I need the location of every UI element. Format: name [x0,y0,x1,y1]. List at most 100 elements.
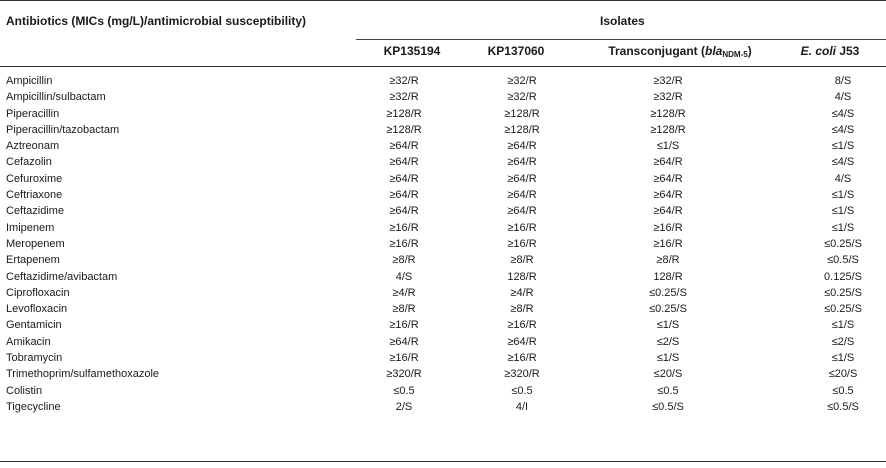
antibiotic-name-cell: Ceftriaxone [6,189,63,202]
table-row: Colistin ≤0.5 ≤0.5 ≤0.5 ≤0.5 [0,383,886,399]
kp137060-mic-cell: ≥8/R [510,254,534,267]
column-header-kp137060: KP137060 [487,44,545,58]
table-row: Ceftazidime/avibactam 4/S 128/R 128/R 0.125/… [0,269,886,285]
kp135194-mic-cell: ≥64/R [389,335,419,348]
header-bottom-rule [0,66,886,67]
antibiotic-name-cell: Ceftazidime/avibactam [6,270,118,283]
table-row: Piperacillin/tazobactam ≥128/R ≥128/R ≥128/… [0,122,886,138]
antibiotic-name-cell: Colistin [6,384,43,397]
table-row: Piperacillin ≥128/R ≥128/R ≥128/R ≤4/S [0,106,886,122]
table-row: Ampicillin/sulbactam ≥32/R ≥32/R ≥32/R 4/S [0,89,886,105]
transconjugant-mic-cell: ≥32/R [653,91,683,104]
table-row: Imipenem ≥16/R ≥16/R ≥16/R ≤1/S [0,220,886,236]
kp135194-mic-cell: ≥64/R [389,172,419,185]
ecoli-mic-cell: ≤20/S [828,368,858,381]
kp135194-mic-cell: ≥320/R [386,368,422,381]
transconjugant-mic-cell: ≤0.5 [657,384,679,397]
transconjugant-mic-cell: ≤2/S [656,335,680,348]
ecoli-mic-cell: ≤1/S [831,189,855,202]
ecoli-mic-cell: 4/S [834,172,852,185]
isolates-group-header: Isolates [600,14,645,28]
kp137060-mic-cell: ≤0.5 [511,384,533,397]
antibiotic-name-cell: Levofloxacin [6,303,68,316]
table-row: Amikacin ≥64/R ≥64/R ≤2/S ≤2/S [0,334,886,350]
table-row: Gentamicin ≥16/R ≥16/R ≤1/S ≤1/S [0,317,886,333]
ecoli-mic-cell: ≤0.25/S [824,237,862,250]
antibiotic-name-cell: Ciprofloxacin [6,286,70,299]
kp137060-mic-cell: ≥8/R [510,303,534,316]
ecoli-mic-cell: ≤2/S [831,335,855,348]
transconjugant-mic-cell: ≥128/R [650,123,686,136]
transconjugant-gene-subscript: NDM-5 [722,50,748,59]
kp137060-mic-cell: ≥64/R [507,172,537,185]
table-row: Ceftazidime ≥64/R ≥64/R ≥64/R ≤1/S [0,203,886,219]
kp135194-mic-cell: ≥64/R [389,140,419,153]
ecoli-mic-cell: ≤0.5/S [827,254,859,267]
kp137060-mic-cell: ≥64/R [507,140,537,153]
table-row: Meropenem ≥16/R ≥16/R ≥16/R ≤0.25/S [0,236,886,252]
kp137060-mic-cell: ≥16/R [507,237,537,250]
transconjugant-mic-cell: ≤1/S [656,352,680,365]
ecoli-strain: J53 [835,44,860,58]
transconjugant-mic-cell: ≤20/S [653,368,683,381]
table-body: Ampicillin ≥32/R ≥32/R ≥32/R 8/S Ampicillin/s… [0,73,886,415]
kp135194-mic-cell: ≥64/R [389,189,419,202]
ecoli-mic-cell: ≤1/S [831,221,855,234]
ecoli-mic-cell: 4/S [834,91,852,104]
antibiotic-name-cell: Meropenem [6,237,65,250]
transconjugant-mic-cell: ≥64/R [653,172,683,185]
column-header-kp135194: KP135194 [383,44,441,58]
table-bottom-rule [0,461,886,462]
transconjugant-mic-cell: ≥16/R [653,237,683,250]
transconjugant-mic-cell: 128/R [653,270,683,283]
kp137060-mic-cell: ≥16/R [507,221,537,234]
antibiotic-name-cell: Gentamicin [6,319,62,332]
transconjugant-gene: bla [705,44,723,58]
kp135194-mic-cell: ≥128/R [386,123,422,136]
antibiotic-name-cell: Ampicillin [6,75,53,87]
table-title-header: Antibiotics (MICs (mg/L)/antimicrobial s… [6,14,307,28]
kp137060-mic-cell: 128/R [507,270,537,283]
antibiotic-name-cell: Imipenem [6,221,55,234]
antibiotic-name-cell: Piperacillin [6,107,60,120]
kp135194-mic-cell: ≥128/R [386,107,422,120]
table-row: Ampicillin ≥32/R ≥32/R ≥32/R 8/S [0,73,886,89]
kp137060-mic-cell: ≥64/R [507,205,537,218]
kp137060-mic-cell: ≥16/R [507,352,537,365]
kp135194-mic-cell: ≥4/R [392,286,416,299]
transconjugant-mic-cell: ≥64/R [653,189,683,202]
antibiotic-name-cell: Aztreonam [6,140,60,153]
kp137060-mic-cell: ≥4/R [510,286,534,299]
transconjugant-prefix: Transconjugant ( [608,44,705,58]
table-row: Ertapenem ≥8/R ≥8/R ≥8/R ≤0.5/S [0,252,886,268]
kp135194-mic-cell: ≥64/R [389,205,419,218]
transconjugant-mic-cell: ≤0.25/S [649,303,687,316]
ecoli-mic-cell: ≤0.25/S [824,303,862,316]
kp137060-mic-cell: ≥32/R [507,75,537,87]
transconjugant-mic-cell: ≤0.25/S [649,286,687,299]
kp135194-mic-cell: ≥8/R [392,303,416,316]
table-row: Ciprofloxacin ≥4/R ≥4/R ≤0.25/S ≤0.25/S [0,285,886,301]
kp135194-mic-cell: ≥16/R [389,237,419,250]
antibiotic-name-cell: Piperacillin/tazobactam [6,123,120,136]
transconjugant-suffix: ) [747,44,752,58]
kp137060-mic-cell: ≥64/R [507,156,537,169]
table-row: Aztreonam ≥64/R ≥64/R ≤1/S ≤1/S [0,138,886,154]
table-top-rule [0,0,886,1]
transconjugant-mic-cell: ≥16/R [653,221,683,234]
ecoli-mic-cell: ≤1/S [831,205,855,218]
column-header-ecoli-j53: E. coli J53 [801,44,860,58]
kp135194-mic-cell: ≥8/R [392,254,416,267]
antibiotic-name-cell: Tigecycline [6,400,61,413]
transconjugant-mic-cell: ≥64/R [653,205,683,218]
table-row: Levofloxacin ≥8/R ≥8/R ≤0.25/S ≤0.25/S [0,301,886,317]
transconjugant-mic-cell: ≤1/S [656,319,680,332]
transconjugant-mic-cell: ≤1/S [656,140,680,153]
transconjugant-mic-cell: ≥64/R [653,156,683,169]
isolates-group-rule [356,39,886,40]
antibiotic-name-cell: Amikacin [6,335,51,348]
kp137060-mic-cell: ≥128/R [504,123,540,136]
table-row: Cefazolin ≥64/R ≥64/R ≥64/R ≤4/S [0,154,886,170]
ecoli-mic-cell: 8/S [834,75,852,87]
kp137060-mic-cell: ≥32/R [507,91,537,104]
